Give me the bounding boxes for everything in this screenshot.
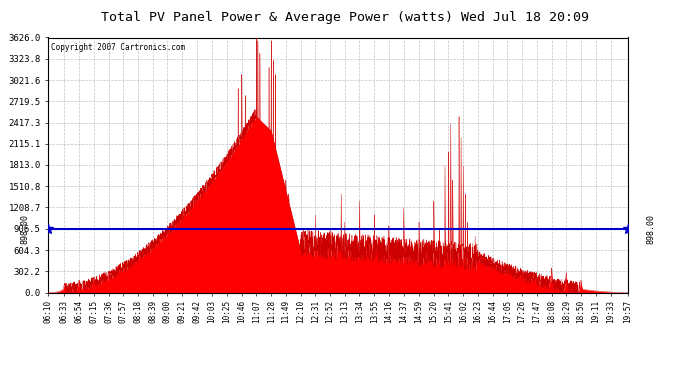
- Text: Total PV Panel Power & Average Power (watts) Wed Jul 18 20:09: Total PV Panel Power & Average Power (wa…: [101, 11, 589, 24]
- Text: 898.00: 898.00: [647, 214, 656, 244]
- Text: Copyright 2007 Cartronics.com: Copyright 2007 Cartronics.com: [51, 43, 186, 52]
- Text: 898.00: 898.00: [21, 214, 30, 244]
